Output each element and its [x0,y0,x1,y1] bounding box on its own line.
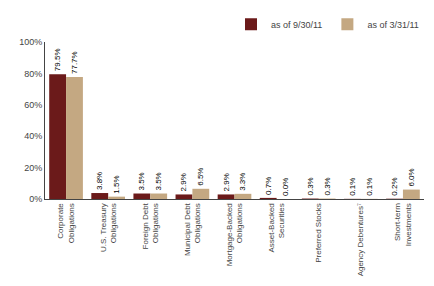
svg-text:3.3%: 3.3% [238,173,247,191]
svg-text:3.5%: 3.5% [154,172,163,190]
svg-text:40%: 40% [24,131,42,141]
svg-text:3.8%: 3.8% [95,172,104,190]
svg-text:as of 3/31/11: as of 3/31/11 [367,20,418,30]
svg-text:Short-termInvestments: Short-termInvestments [393,203,412,246]
svg-text:79.5%: 79.5% [53,48,62,71]
svg-text:U.S. TreasuryObligations: U.S. TreasuryObligations [99,203,118,252]
svg-text:as of 9/30/11: as of 9/30/11 [271,20,322,30]
svg-text:0.7%: 0.7% [264,177,273,195]
svg-text:0.1%: 0.1% [365,178,374,196]
svg-text:6.0%: 6.0% [407,168,416,186]
svg-text:Preferred Stocks: Preferred Stocks [314,203,323,263]
svg-text:6.5%: 6.5% [196,168,205,186]
svg-text:0.2%: 0.2% [390,177,399,195]
svg-text:0.1%: 0.1% [348,178,357,196]
svg-text:Agency Debentures⁷: Agency Debentures⁷ [356,203,365,276]
svg-text:2.9%: 2.9% [179,173,188,191]
svg-text:77.7%: 77.7% [70,51,79,74]
svg-text:0.3%: 0.3% [306,177,315,195]
svg-text:0.3%: 0.3% [323,177,332,195]
svg-text:3.5%: 3.5% [137,172,146,190]
svg-text:Asset-BackedSecurities: Asset-BackedSecurities [267,203,286,252]
svg-text:Mortgage-BackedObligations: Mortgage-BackedObligations [225,203,244,266]
svg-text:60%: 60% [24,100,42,110]
svg-text:20%: 20% [24,163,42,173]
svg-text:Municipal DebtObligations: Municipal DebtObligations [183,202,202,256]
svg-text:80%: 80% [24,69,42,79]
svg-text:CorporateObligations: CorporateObligations [56,203,75,244]
svg-text:0.0%: 0.0% [281,178,290,196]
svg-text:Foreign DebtObligations: Foreign DebtObligations [141,202,160,249]
svg-text:1.5%: 1.5% [112,175,121,193]
svg-text:2.9%: 2.9% [222,173,231,191]
svg-text:100%: 100% [19,37,42,47]
svg-text:0%: 0% [29,194,42,204]
